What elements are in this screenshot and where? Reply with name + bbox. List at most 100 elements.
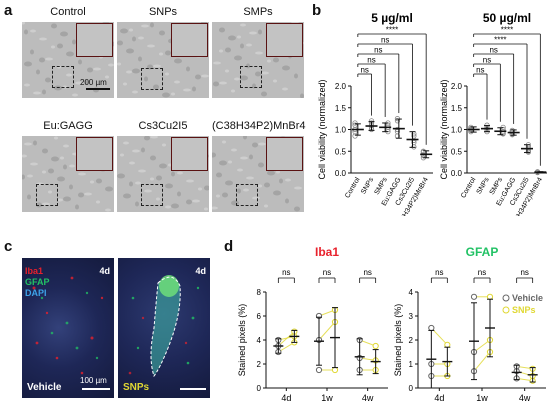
x-tick-label: 4d (434, 393, 444, 403)
group-label-vehicle: Vehicle (27, 382, 62, 393)
y-tick-label: 0.0 (335, 169, 347, 178)
y-tick-label: 0.0 (451, 169, 463, 178)
y-tick-label: 2.0 (335, 82, 347, 91)
y-tick-label: 4 (409, 288, 414, 297)
paired-line (277, 331, 295, 347)
day-label: 4d (99, 266, 110, 276)
data-point (372, 342, 379, 350)
micrograph-control: 200 µm (22, 22, 114, 98)
data-point (411, 133, 417, 139)
legend-marker-vehicle (502, 294, 510, 302)
micrograph-smps (212, 22, 304, 98)
viability-chart-5ug: 5 µg/ml 0.0 0.5 1.0 1.5 2.0 Cell viability (no… (317, 11, 433, 216)
dapi-label: DAPI (25, 288, 47, 298)
significance-label: **** (386, 26, 398, 35)
data-point (444, 341, 451, 348)
paired-line (473, 351, 491, 372)
micrograph-label: Eu:GAGG (43, 120, 93, 132)
y-tick-label: 0.5 (335, 147, 347, 156)
panel-c-letter: c (4, 238, 13, 255)
scale-label: 100 µm (80, 376, 107, 385)
micrograph-cs3cu2i5 (117, 136, 209, 212)
y-tick-label: 2 (257, 360, 262, 369)
day-label: 4d (195, 266, 206, 276)
micrograph-inset (171, 137, 208, 171)
fluorescence-snps: 4d SNPs (118, 258, 210, 398)
y-tick-label: 8 (257, 288, 262, 297)
data-point (470, 293, 478, 300)
roi-box (36, 184, 58, 206)
panel-d-letter: d (224, 238, 234, 255)
data-point (315, 366, 323, 374)
significance-label: **** (501, 26, 513, 35)
significance-label: ns (323, 268, 331, 277)
scale-bar (180, 388, 206, 390)
y-tick-label: 1.5 (335, 104, 347, 113)
scale-bar (82, 388, 110, 390)
roi-box (240, 66, 262, 88)
roi-box (52, 66, 74, 88)
gfap-label: GFAP (25, 277, 50, 287)
data-point (411, 139, 417, 146)
y-tick-label: 2 (409, 336, 414, 345)
data-point (394, 129, 401, 135)
data-point (509, 131, 515, 137)
x-tick-label: 4w (362, 393, 374, 403)
y-tick-label: 2.0 (451, 82, 463, 91)
significance-label: ns (435, 268, 443, 277)
significance-label: ns (282, 268, 290, 277)
panel-a-letter: a (4, 2, 13, 19)
data-point (331, 366, 339, 374)
roi-box (141, 68, 163, 90)
paired-line (318, 321, 336, 341)
significance-label: **** (494, 36, 506, 45)
gfap-chart: GFAP 0 1 2 3 4 Stained pixels (%) 4d ns 1w ns 4w ns V… (393, 245, 546, 403)
paired-line (278, 341, 295, 353)
roi-box (236, 184, 258, 206)
iba1-chart: Iba1 0 2 4 6 8 Stained pixels (%) 4d ns 1w ns 4w ns (237, 245, 388, 403)
micrograph-snps (117, 22, 209, 98)
micrograph-inset (171, 23, 208, 57)
x-tick-label: 1w (476, 393, 488, 403)
micrograph-mnbr4 (212, 136, 304, 212)
significance-label: ns (483, 56, 491, 65)
significance-label: ns (520, 268, 528, 277)
fluorescence-vehicle: Iba1 GFAP DAPI 4d Vehicle 100 µm (22, 258, 114, 398)
micrograph-inset (266, 137, 303, 171)
data-point (352, 133, 358, 139)
significance-label: ns (478, 268, 486, 277)
fluorescence-texture (128, 275, 200, 378)
scale-bar (86, 88, 110, 90)
legend-label-vehicle: Vehicle (512, 293, 543, 303)
significance-label: ns (489, 46, 497, 55)
iba1-label: Iba1 (25, 266, 44, 276)
micrograph-inset (266, 23, 303, 57)
chart-title: GFAP (466, 245, 499, 259)
micrograph-label: SMPs (243, 6, 273, 18)
data-point (394, 126, 401, 133)
micrograph-inset (76, 23, 113, 57)
group-label-snps: SNPs (123, 382, 150, 393)
y-axis-label: Cell viability (normalized) (439, 79, 449, 179)
y-tick-label: 0.5 (451, 147, 463, 156)
y-tick-label: 1.0 (335, 126, 347, 135)
x-tick-label: 4d (281, 393, 291, 403)
y-tick-label: 6 (257, 312, 262, 321)
y-tick-label: 0 (409, 384, 414, 393)
paired-line (473, 339, 491, 353)
significance-label: ns (363, 268, 371, 277)
y-tick-label: 0 (257, 384, 262, 393)
micrograph-label: Control (50, 6, 86, 18)
data-point (352, 120, 358, 126)
y-tick-label: 4 (257, 336, 262, 345)
micrograph-label: Cs3Cu2I5 (138, 120, 188, 132)
data-point (428, 324, 435, 332)
significance-label: ns (367, 56, 375, 65)
roi-box (141, 184, 163, 206)
significance-label: ns (476, 66, 484, 75)
chart-title: 50 µg/ml (483, 11, 531, 25)
y-axis-label: Stained pixels (%) (237, 304, 247, 377)
significance-label: ns (374, 46, 382, 55)
y-tick-label: 1 (409, 360, 414, 369)
